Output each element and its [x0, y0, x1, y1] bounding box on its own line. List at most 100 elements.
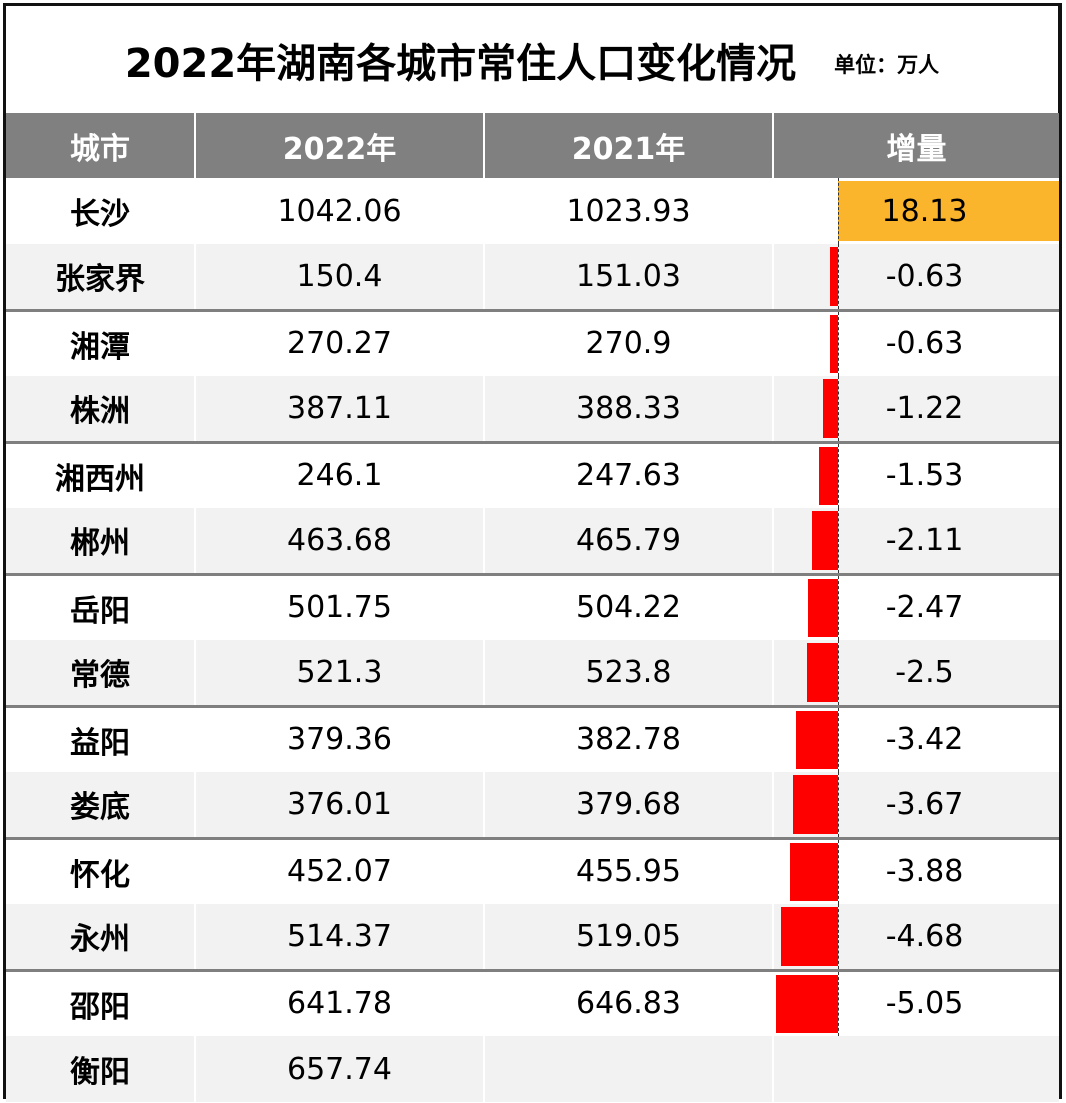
- zero-axis-line: [838, 971, 839, 1036]
- delta-value: -1.22: [885, 390, 964, 426]
- city-cell: 怀化: [6, 836, 196, 904]
- delta-cell: -1.22: [773, 376, 1059, 442]
- value-2022-cell: 657.74: [195, 1036, 485, 1102]
- header-2022: 2022年: [195, 113, 485, 178]
- delta-cell: -0.63: [773, 244, 1059, 310]
- delta-value: -3.42: [885, 722, 964, 758]
- delta-value: -2.47: [885, 590, 964, 626]
- city-cell: 常德: [6, 640, 196, 706]
- negative-data-bar: [793, 775, 838, 834]
- delta-value: -3.88: [885, 854, 964, 890]
- value-2021-cell: 465.79: [484, 508, 774, 574]
- city-cell: 益阳: [6, 704, 196, 772]
- table-row: 湘西州 246.1 247.63 -1.53: [6, 440, 1059, 508]
- delta-value: -4.68: [885, 918, 964, 954]
- negative-data-bar: [776, 974, 838, 1033]
- negative-data-bar: [808, 578, 838, 637]
- table-row: 邵阳 641.78 646.83 -5.05: [6, 968, 1059, 1036]
- zero-axis-line: [838, 575, 839, 640]
- city-cell: 张家界: [6, 244, 196, 310]
- zero-axis-line: [838, 178, 839, 244]
- delta-cell: [773, 1036, 1059, 1102]
- value-2022-cell: 463.68: [195, 508, 485, 574]
- delta-cell: -2.5: [773, 640, 1059, 706]
- value-2021-cell: 504.22: [484, 572, 774, 640]
- delta-value: -0.63: [885, 326, 964, 362]
- delta-cell: -1.53: [773, 440, 1059, 508]
- value-2022-cell: 150.4: [195, 244, 485, 310]
- negative-data-bar: [830, 247, 838, 306]
- value-2022-cell: 521.3: [195, 640, 485, 706]
- delta-cell: 18.13: [773, 178, 1059, 244]
- value-2021-cell: 379.68: [484, 772, 774, 838]
- value-2022-cell: 514.37: [195, 904, 485, 970]
- population-table: 城市 2022年 2021年 增量 长沙 1042.06 1023.93 18.13 张…: [6, 113, 1059, 1102]
- header-2021: 2021年: [484, 113, 774, 178]
- value-2022-cell: 387.11: [195, 376, 485, 442]
- negative-data-bar: [823, 379, 838, 438]
- zero-axis-line: [838, 772, 839, 837]
- delta-cell: -0.63: [773, 308, 1059, 376]
- city-cell: 长沙: [6, 178, 196, 244]
- table-row: 张家界 150.4 151.03 -0.63: [6, 244, 1059, 310]
- negative-data-bar: [819, 446, 838, 505]
- delta-cell: -5.05: [773, 968, 1059, 1036]
- value-2021-cell: 151.03: [484, 244, 774, 310]
- value-2022-cell: 376.01: [195, 772, 485, 838]
- value-2022-cell: 270.27: [195, 308, 485, 376]
- chart-title: 2022年湖南各城市常住人口变化情况: [124, 40, 797, 87]
- title-bar: 2022年湖南各城市常住人口变化情况 单位：万人: [6, 6, 1058, 113]
- positive-data-bar: [838, 181, 1059, 241]
- city-cell: 娄底: [6, 772, 196, 838]
- table-row: 常德 521.3 523.8 -2.5: [6, 640, 1059, 706]
- table-row: 衡阳 657.74: [6, 1036, 1059, 1102]
- header-row: 城市 2022年 2021年 增量: [6, 113, 1059, 178]
- value-2021-cell: 523.8: [484, 640, 774, 706]
- delta-value: -1.53: [885, 458, 964, 494]
- value-2021-cell: 388.33: [484, 376, 774, 442]
- header-delta: 增量: [773, 113, 1059, 178]
- table-row: 益阳 379.36 382.78 -3.42: [6, 704, 1059, 772]
- delta-cell: -3.42: [773, 704, 1059, 772]
- value-2022-cell: 379.36: [195, 704, 485, 772]
- table-row: 株洲 387.11 388.33 -1.22: [6, 376, 1059, 442]
- zero-axis-line: [838, 839, 839, 904]
- value-2021-cell: 1023.93: [484, 178, 774, 244]
- zero-axis-line: [838, 640, 839, 705]
- value-2022-cell: 452.07: [195, 836, 485, 904]
- value-2022-cell: 641.78: [195, 968, 485, 1036]
- delta-value: -5.05: [885, 986, 964, 1022]
- city-cell: 湘西州: [6, 440, 196, 508]
- delta-cell: -2.11: [773, 508, 1059, 574]
- delta-value: -2.11: [885, 522, 964, 558]
- table-body: 长沙 1042.06 1023.93 18.13 张家界 150.4 151.03 -0.63…: [6, 178, 1059, 1102]
- negative-data-bar: [796, 710, 838, 769]
- city-cell: 衡阳: [6, 1036, 196, 1102]
- negative-data-bar: [812, 511, 838, 570]
- value-2022-cell: 1042.06: [195, 178, 485, 244]
- value-2021-cell: [484, 1036, 774, 1102]
- delta-cell: -2.47: [773, 572, 1059, 640]
- negative-data-bar: [807, 643, 838, 702]
- zero-axis-line: [838, 707, 839, 772]
- city-cell: 湘潭: [6, 308, 196, 376]
- negative-data-bar: [790, 842, 838, 901]
- value-2021-cell: 519.05: [484, 904, 774, 970]
- table-row: 娄底 376.01 379.68 -3.67: [6, 772, 1059, 838]
- zero-axis-line: [838, 376, 839, 441]
- zero-axis-line: [838, 508, 839, 573]
- city-cell: 郴州: [6, 508, 196, 574]
- delta-value: 18.13: [881, 193, 968, 229]
- value-2022-cell: 246.1: [195, 440, 485, 508]
- table-row: 永州 514.37 519.05 -4.68: [6, 904, 1059, 970]
- negative-data-bar: [830, 314, 838, 373]
- value-2022-cell: 501.75: [195, 572, 485, 640]
- table-row: 岳阳 501.75 504.22 -2.47: [6, 572, 1059, 640]
- delta-value: -0.63: [885, 258, 964, 294]
- city-cell: 株洲: [6, 376, 196, 442]
- value-2021-cell: 646.83: [484, 968, 774, 1036]
- table-frame: 2022年湖南各城市常住人口变化情况 单位：万人 城市 2022年 2021年 …: [3, 3, 1062, 1102]
- value-2021-cell: 455.95: [484, 836, 774, 904]
- zero-axis-line: [838, 244, 839, 309]
- delta-value: -3.67: [885, 786, 964, 822]
